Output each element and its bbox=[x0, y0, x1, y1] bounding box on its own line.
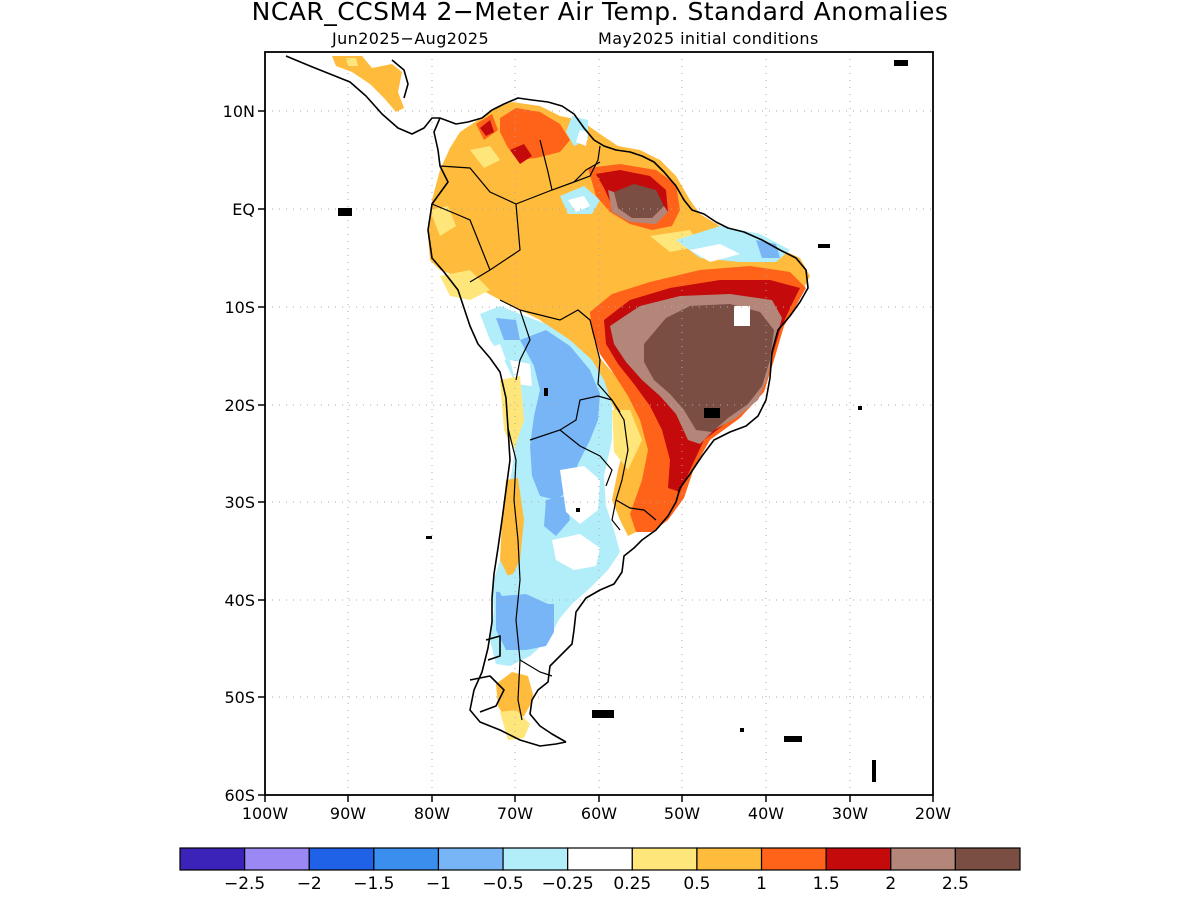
lat-label: 20S bbox=[224, 396, 255, 415]
colorbar-swatch bbox=[373, 847, 440, 871]
lat-label: 30S bbox=[224, 493, 255, 512]
lon-label: 80W bbox=[414, 804, 450, 823]
lon-label: 90W bbox=[330, 804, 366, 823]
lat-label: EQ bbox=[232, 200, 255, 219]
colorbar bbox=[179, 847, 1021, 871]
latitude-labels: 10N EQ 10S 20S 30S 40S 50S 60S bbox=[223, 102, 255, 805]
colorbar-label: 1.5 bbox=[813, 874, 840, 894]
anomaly-central-america bbox=[332, 56, 404, 112]
lat-label: 10N bbox=[223, 102, 255, 121]
islands bbox=[338, 60, 908, 782]
map-area bbox=[265, 52, 933, 795]
lat-label: 50S bbox=[224, 688, 255, 707]
colorbar-label: 2 bbox=[885, 874, 896, 894]
colorbar-label: 2.5 bbox=[942, 874, 969, 894]
lon-label: 60W bbox=[581, 804, 617, 823]
lat-label: 40S bbox=[224, 591, 255, 610]
anomaly-northern-south-america bbox=[428, 102, 810, 536]
gridlines bbox=[265, 52, 933, 795]
lon-label: 20W bbox=[915, 804, 951, 823]
colorbar-swatch bbox=[567, 847, 633, 871]
colorbar-swatch bbox=[760, 847, 827, 871]
colorbar-swatch bbox=[502, 847, 569, 871]
colorbar-label: 1 bbox=[756, 874, 767, 894]
lat-label: 60S bbox=[224, 786, 255, 805]
map-title: NCAR_CCSM4 2−Meter Air Temp. Standard An… bbox=[251, 0, 949, 26]
colorbar-label: −2 bbox=[297, 874, 322, 894]
lon-label: 50W bbox=[664, 804, 700, 823]
country-borders bbox=[431, 139, 657, 721]
forecast-period: Jun2025−Aug2025 bbox=[332, 29, 490, 48]
colorbar-swatch bbox=[631, 847, 698, 871]
colorbar-swatch bbox=[308, 847, 375, 871]
lon-label: 30W bbox=[832, 804, 868, 823]
colorbar-swatch bbox=[437, 847, 504, 871]
colorbar-label: −0.25 bbox=[542, 874, 594, 894]
colorbar-label: 0.25 bbox=[613, 874, 651, 894]
colorbar-swatch bbox=[954, 847, 1021, 871]
anomaly-amapa-max bbox=[614, 184, 664, 218]
colorbar-swatch bbox=[244, 847, 310, 871]
anomaly-eastern-brazil-max bbox=[644, 304, 774, 432]
colorbar-label: −1.5 bbox=[353, 874, 394, 894]
axis-ticks bbox=[258, 110, 934, 802]
anomaly-shading bbox=[332, 56, 810, 740]
colorbar-label: −2.5 bbox=[224, 874, 265, 894]
colorbar-swatch bbox=[696, 847, 763, 871]
lon-label: 70W bbox=[497, 804, 533, 823]
lat-label: 10S bbox=[224, 298, 255, 317]
colorbar-label: −0.5 bbox=[482, 874, 523, 894]
colorbar-swatch bbox=[825, 847, 892, 871]
colorbar-swatch bbox=[890, 847, 956, 871]
coastlines bbox=[285, 55, 809, 747]
longitude-labels: 100W 90W 80W 70W 60W 50W 40W 30W 20W bbox=[242, 804, 951, 823]
lon-label: 100W bbox=[242, 804, 289, 823]
anomaly-patagonia-cool bbox=[496, 588, 554, 650]
colorbar-labels: −2.5 −2 −1.5 −1 −0.5 −0.25 0.25 0.5 1 1.5 2 2.5 bbox=[224, 874, 969, 894]
colorbar-label: −1 bbox=[426, 874, 451, 894]
colorbar-swatch bbox=[179, 847, 246, 871]
initial-conditions: May2025 initial conditions bbox=[598, 29, 819, 48]
colorbar-label: 0.5 bbox=[683, 874, 710, 894]
lon-label: 40W bbox=[748, 804, 784, 823]
